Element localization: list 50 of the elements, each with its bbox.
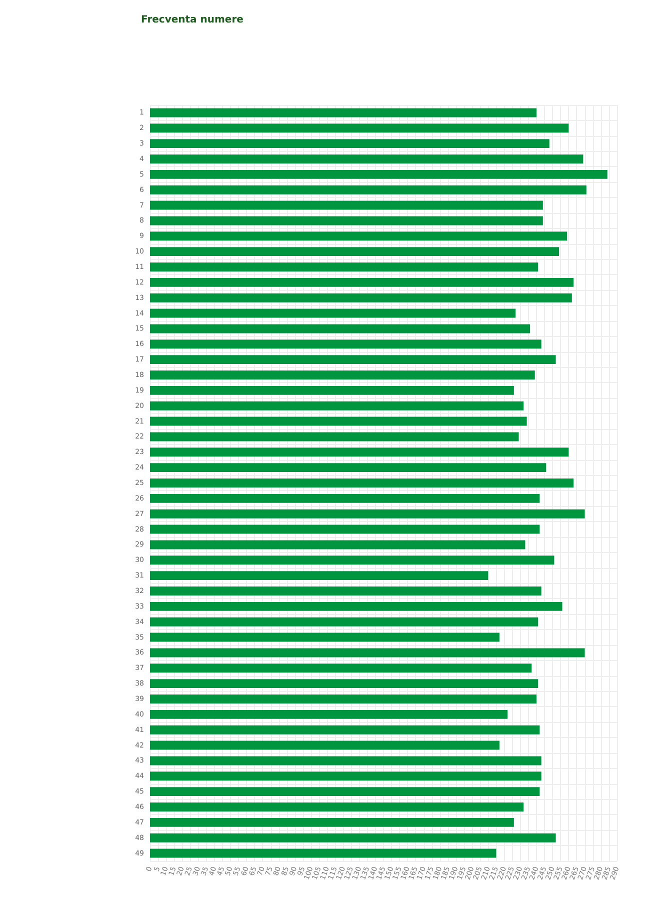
bar [150, 308, 516, 318]
bar [150, 108, 536, 118]
bar [150, 632, 500, 642]
bar [150, 432, 519, 442]
bar [150, 818, 514, 827]
bar [150, 787, 540, 796]
bar [150, 833, 556, 842]
bar [150, 278, 574, 287]
bar [150, 247, 560, 256]
bar [150, 185, 586, 194]
bar [150, 324, 530, 334]
bar [150, 370, 535, 380]
bar [150, 401, 524, 410]
bar [150, 124, 569, 133]
bar [150, 232, 568, 241]
bar [150, 509, 585, 518]
bar [150, 463, 546, 472]
bar [150, 664, 532, 673]
bar [150, 216, 543, 226]
bar [150, 540, 526, 550]
bar [150, 648, 585, 658]
bar [150, 386, 514, 395]
bar [150, 725, 540, 734]
bar [150, 262, 538, 272]
bar [150, 154, 584, 164]
bar [150, 571, 488, 580]
bar [150, 772, 542, 781]
bar [150, 802, 524, 812]
bar [150, 340, 542, 349]
bar [150, 524, 540, 534]
bar [150, 756, 542, 766]
bar [150, 848, 496, 858]
bar [150, 416, 527, 426]
bar [150, 170, 608, 179]
bar [150, 293, 572, 302]
bar [150, 139, 550, 148]
bar [150, 355, 556, 364]
bar [150, 556, 554, 565]
bar [150, 740, 500, 750]
bar [150, 694, 536, 704]
bar [150, 710, 508, 719]
bar [150, 494, 540, 503]
bar [150, 586, 542, 596]
bar [150, 602, 562, 611]
bar [150, 679, 538, 688]
bar [150, 200, 543, 210]
bar [150, 617, 538, 626]
bar [150, 478, 574, 488]
bar [150, 448, 569, 457]
chart-title: Frecventa numere [141, 14, 244, 26]
